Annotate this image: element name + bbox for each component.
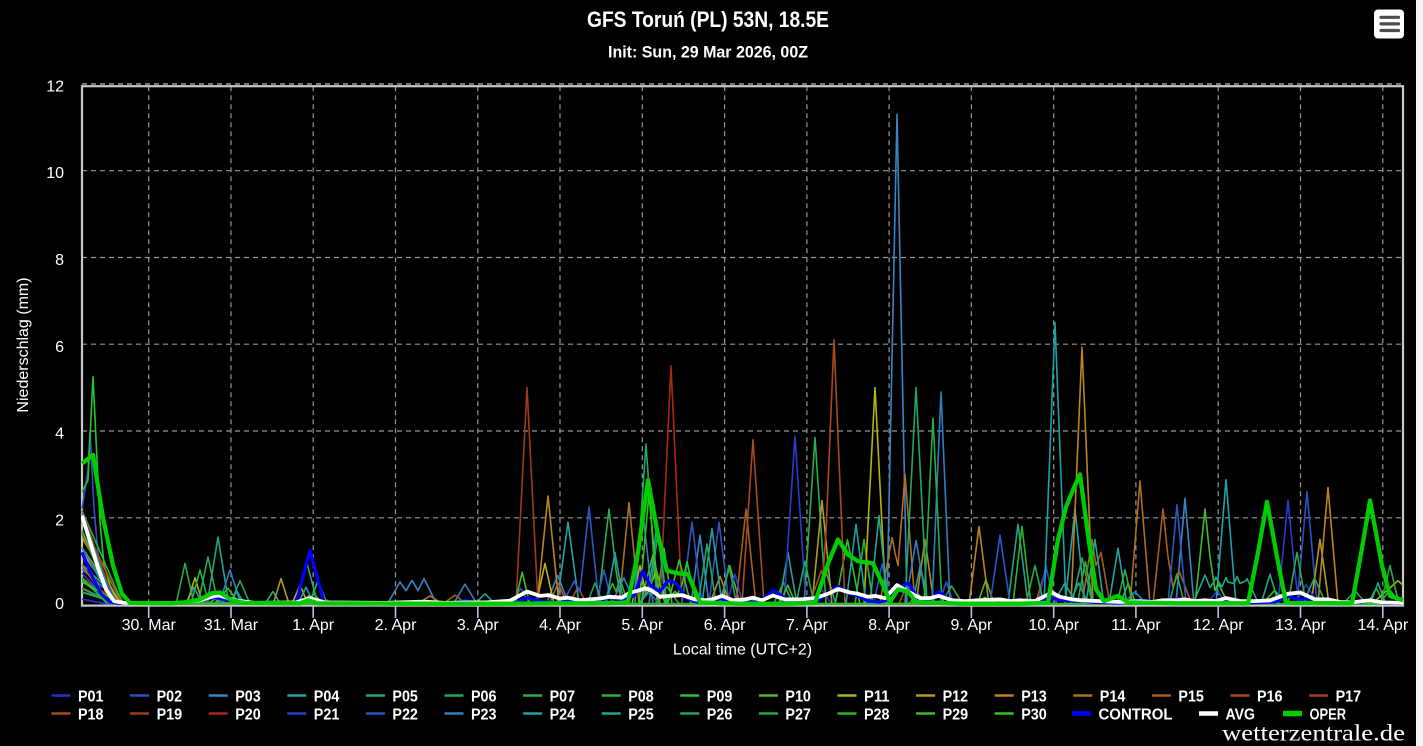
svg-text:5. Apr: 5. Apr: [621, 617, 663, 634]
svg-text:6: 6: [55, 339, 64, 356]
svg-text:P08: P08: [628, 689, 654, 706]
svg-text:P21: P21: [314, 707, 340, 724]
svg-text:10: 10: [46, 165, 64, 182]
svg-text:9. Apr: 9. Apr: [950, 617, 992, 634]
svg-text:P30: P30: [1021, 707, 1047, 724]
svg-text:OPER: OPER: [1310, 707, 1347, 724]
svg-text:7. Apr: 7. Apr: [786, 617, 828, 634]
svg-text:Local time (UTC+2): Local time (UTC+2): [673, 642, 812, 659]
svg-text:4. Apr: 4. Apr: [539, 617, 581, 634]
svg-text:10. Apr: 10. Apr: [1028, 617, 1079, 634]
svg-text:wetterzentrale.de: wetterzentrale.de: [1222, 721, 1405, 746]
svg-text:P07: P07: [550, 689, 576, 706]
svg-text:3. Apr: 3. Apr: [457, 617, 499, 634]
svg-text:P15: P15: [1178, 689, 1204, 706]
svg-text:P06: P06: [471, 689, 497, 706]
svg-text:P29: P29: [943, 707, 969, 724]
svg-text:1. Apr: 1. Apr: [292, 617, 334, 634]
svg-text:12: 12: [46, 78, 64, 95]
svg-text:2. Apr: 2. Apr: [375, 617, 417, 634]
svg-text:14. Apr: 14. Apr: [1357, 617, 1408, 634]
svg-text:P18: P18: [78, 707, 104, 724]
svg-text:P27: P27: [785, 707, 811, 724]
svg-text:P16: P16: [1257, 689, 1283, 706]
svg-text:GFS Toruń (PL) 53N, 18.5E: GFS Toruń (PL) 53N, 18.5E: [587, 7, 829, 32]
svg-text:CONTROL: CONTROL: [1099, 707, 1173, 724]
svg-text:P11: P11: [864, 689, 890, 706]
svg-text:6. Apr: 6. Apr: [704, 617, 746, 634]
svg-text:P22: P22: [392, 707, 418, 724]
svg-text:12. Apr: 12. Apr: [1193, 617, 1244, 634]
svg-text:P12: P12: [943, 689, 969, 706]
svg-text:P05: P05: [392, 689, 418, 706]
svg-text:P19: P19: [157, 707, 183, 724]
svg-text:P23: P23: [471, 707, 497, 724]
svg-text:0: 0: [55, 596, 64, 613]
svg-text:8. Apr: 8. Apr: [868, 617, 910, 634]
svg-text:2: 2: [55, 512, 64, 529]
svg-text:P03: P03: [235, 689, 261, 706]
svg-text:8: 8: [55, 252, 64, 269]
svg-text:P09: P09: [707, 689, 733, 706]
svg-text:P10: P10: [785, 689, 811, 706]
svg-text:P01: P01: [78, 689, 104, 706]
svg-text:P04: P04: [314, 689, 340, 706]
svg-text:13. Apr: 13. Apr: [1275, 617, 1326, 634]
svg-text:P20: P20: [235, 707, 261, 724]
svg-text:11. Apr: 11. Apr: [1111, 617, 1161, 634]
svg-text:P14: P14: [1100, 689, 1126, 706]
svg-text:P24: P24: [550, 707, 576, 724]
svg-text:31. Mar: 31. Mar: [204, 617, 259, 634]
svg-text:4: 4: [55, 426, 64, 443]
svg-text:P02: P02: [157, 689, 183, 706]
svg-text:P13: P13: [1021, 689, 1047, 706]
svg-text:P17: P17: [1336, 689, 1362, 706]
svg-text:Niederschlag (mm): Niederschlag (mm): [15, 277, 32, 412]
svg-text:P28: P28: [864, 707, 890, 724]
svg-text:30. Mar: 30. Mar: [122, 617, 177, 634]
svg-text:P26: P26: [707, 707, 733, 724]
svg-text:Init: Sun, 29 Mar 2026, 00Z: Init: Sun, 29 Mar 2026, 00Z: [608, 43, 808, 62]
svg-text:AVG: AVG: [1226, 707, 1256, 724]
svg-text:P25: P25: [628, 707, 654, 724]
